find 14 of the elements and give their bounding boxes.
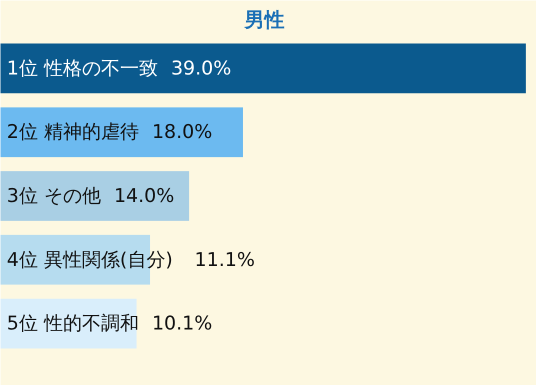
data-label: 10.1%: [152, 312, 212, 335]
data-label: 18.0%: [152, 121, 212, 144]
y-tick-label: 3位 その他: [6, 185, 101, 207]
y-tick-label: 4位 異性関係(自分): [6, 248, 173, 271]
y-tick-label: 1位 性格の不一致: [6, 57, 158, 80]
bar: [0, 107, 243, 158]
y-tick-label: 2位 精神的虐待: [6, 121, 139, 144]
chart-title: 男性: [244, 8, 284, 32]
data-label: 14.0%: [114, 185, 174, 207]
data-label: 39.0%: [170, 57, 232, 80]
bar: [0, 44, 526, 94]
bar: [0, 171, 190, 221]
data-label: 11.1%: [194, 248, 255, 271]
y-tick-label: 5位 性的不調和: [6, 312, 139, 335]
